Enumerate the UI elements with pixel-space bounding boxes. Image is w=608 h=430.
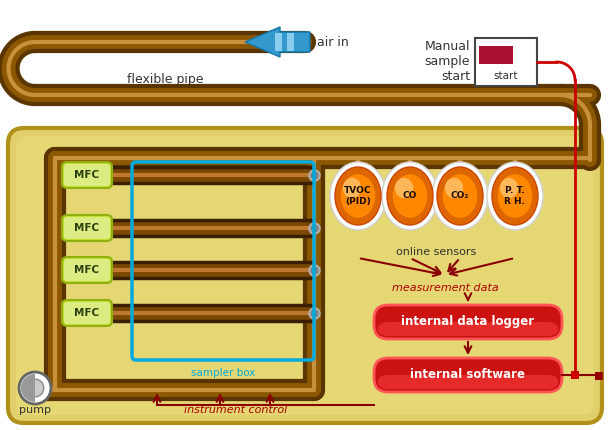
Circle shape (19, 372, 51, 404)
Text: internal software: internal software (410, 369, 525, 381)
FancyBboxPatch shape (16, 136, 594, 415)
Text: MFC: MFC (74, 223, 100, 233)
Text: flexible pipe: flexible pipe (126, 74, 203, 86)
Text: CO: CO (403, 191, 417, 200)
Ellipse shape (393, 174, 427, 218)
FancyBboxPatch shape (62, 300, 112, 326)
Ellipse shape (382, 162, 438, 230)
FancyBboxPatch shape (479, 46, 513, 64)
Bar (287, 33, 294, 51)
Ellipse shape (432, 162, 488, 230)
FancyBboxPatch shape (374, 358, 562, 392)
FancyBboxPatch shape (475, 38, 537, 86)
Text: sampler box: sampler box (191, 368, 255, 378)
FancyBboxPatch shape (64, 164, 110, 186)
Bar (571, 371, 579, 379)
FancyBboxPatch shape (374, 305, 562, 339)
FancyBboxPatch shape (377, 322, 559, 336)
Text: P. T.
R H.: P. T. R H. (505, 186, 525, 206)
FancyArrow shape (245, 27, 310, 57)
Ellipse shape (387, 167, 433, 225)
Text: TVOC
(PID): TVOC (PID) (344, 186, 371, 206)
FancyBboxPatch shape (62, 162, 112, 188)
Text: measurement data: measurement data (392, 283, 499, 293)
Text: pump: pump (19, 405, 51, 415)
FancyBboxPatch shape (8, 128, 602, 423)
FancyBboxPatch shape (62, 257, 112, 283)
Ellipse shape (343, 178, 361, 198)
Ellipse shape (340, 174, 375, 218)
Bar (275, 33, 282, 51)
Ellipse shape (335, 167, 381, 225)
Text: start: start (494, 71, 518, 81)
Text: MFC: MFC (74, 265, 100, 275)
Text: air in: air in (317, 36, 349, 49)
Ellipse shape (437, 167, 483, 225)
FancyBboxPatch shape (64, 302, 110, 324)
Ellipse shape (443, 174, 477, 218)
Ellipse shape (492, 167, 538, 225)
Text: MFC: MFC (74, 308, 100, 318)
Wedge shape (21, 374, 35, 402)
FancyBboxPatch shape (64, 217, 110, 239)
Text: online sensors: online sensors (396, 247, 476, 257)
Text: internal data logger: internal data logger (401, 316, 534, 329)
FancyBboxPatch shape (64, 259, 110, 281)
Ellipse shape (445, 178, 463, 198)
Ellipse shape (500, 178, 518, 198)
Text: instrument control: instrument control (184, 405, 288, 415)
Ellipse shape (498, 174, 532, 218)
Ellipse shape (330, 162, 386, 230)
Text: MFC: MFC (74, 170, 100, 180)
Circle shape (26, 379, 44, 397)
Ellipse shape (395, 178, 413, 198)
Text: Manual
sample
start: Manual sample start (424, 40, 470, 83)
Ellipse shape (487, 162, 543, 230)
FancyBboxPatch shape (377, 375, 559, 389)
FancyBboxPatch shape (62, 215, 112, 241)
Bar (595, 372, 603, 380)
Text: CO₂: CO₂ (451, 191, 469, 200)
